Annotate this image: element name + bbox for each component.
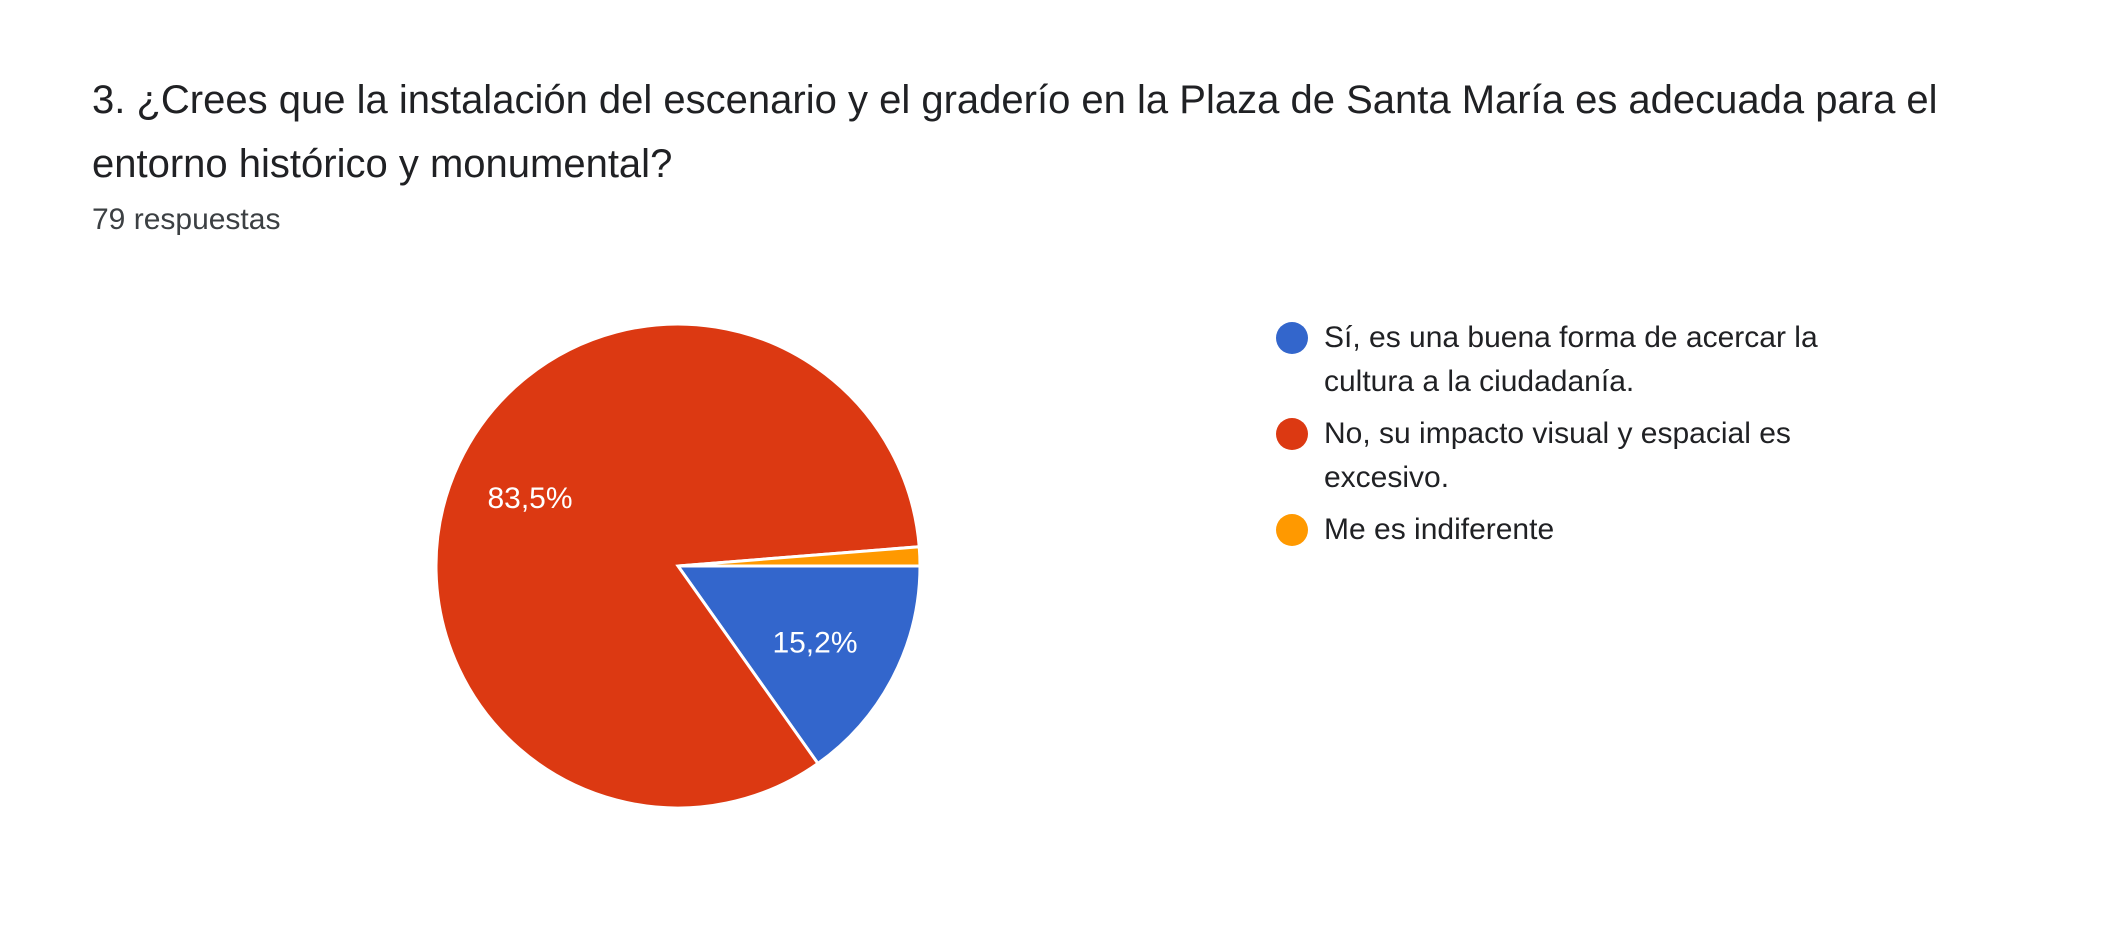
legend-label-3: Me es indiferente xyxy=(1324,513,1555,546)
legend-item-3: Me es indiferente xyxy=(1276,508,1896,552)
legend-label-1: Sí, es una buena forma de acercar la cul… xyxy=(1324,321,1818,398)
legend-item-1: Sí, es una buena forma de acercar la cul… xyxy=(1276,316,1896,404)
legend-swatch-1 xyxy=(1276,322,1308,354)
legend-swatch-3 xyxy=(1276,514,1308,546)
chart-legend: Sí, es una buena forma de acercar la cul… xyxy=(1276,316,1896,560)
legend-item-2: No, su impacto visual y espacial es exce… xyxy=(1276,412,1896,500)
pie-slice-label-1: 15,2% xyxy=(772,627,857,660)
legend-swatch-2 xyxy=(1276,418,1308,450)
pie-slices xyxy=(434,322,922,810)
pie-slice-label-2: 83,5% xyxy=(487,482,572,515)
question-title: 3. ¿Crees que la instalación del escenar… xyxy=(92,78,1938,186)
pie-slice-2 xyxy=(434,322,921,810)
pie-slice-1 xyxy=(675,564,922,766)
pie-slice-3 xyxy=(677,545,922,568)
response-count: 79 respuestas xyxy=(92,203,281,236)
pie-slice-labels: 15,2% 83,5% xyxy=(487,482,857,660)
legend-label-2: No, su impacto visual y espacial es exce… xyxy=(1324,417,1791,494)
